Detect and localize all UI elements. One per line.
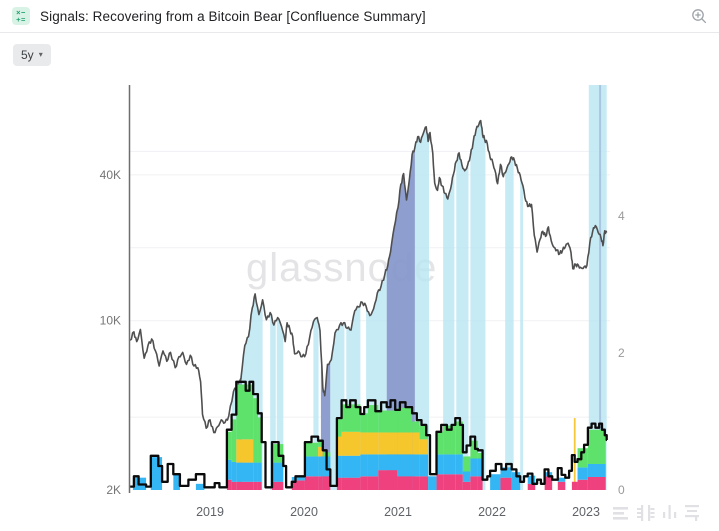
axes: 2K 10K 40K 0 2 4 2019 2020 2021 2022 2023 — [100, 85, 625, 519]
count-axis-tick: 2 — [618, 346, 625, 360]
price-line — [129, 119, 608, 434]
caret-down-icon: ▾ — [38, 50, 43, 59]
range-selector-button[interactable]: 5y ▾ — [13, 44, 51, 66]
page-title: Signals: Recovering from a Bitcoin Bear … — [40, 8, 426, 24]
range-selector-label: 5y — [21, 48, 34, 62]
price-axis-tick: 2K — [106, 483, 121, 497]
signals-icon: ×− += — [12, 7, 30, 25]
x-axis-tick: 2022 — [478, 505, 506, 519]
price-axis-tick: 40K — [100, 168, 121, 182]
signals-icon-row1: ×− — [16, 7, 26, 17]
gridlines — [130, 150, 610, 418]
count-axis-tick: 4 — [618, 209, 625, 223]
count-axis-tick: 0 — [618, 483, 625, 497]
zoom-in-icon[interactable] — [691, 8, 707, 24]
x-axis-tick: 2023 — [572, 505, 600, 519]
count-line — [130, 380, 608, 489]
title-bar: ×− += Signals: Recovering from a Bitcoin… — [0, 0, 719, 33]
x-axis-tick: 2019 — [196, 505, 224, 519]
x-axis-tick: 2020 — [290, 505, 318, 519]
price-axis-tick: 10K — [100, 314, 121, 328]
x-axis-tick: 2021 — [384, 505, 412, 519]
signals-icon-row2: += — [16, 15, 26, 24]
feixiaohao-watermark — [613, 505, 699, 521]
